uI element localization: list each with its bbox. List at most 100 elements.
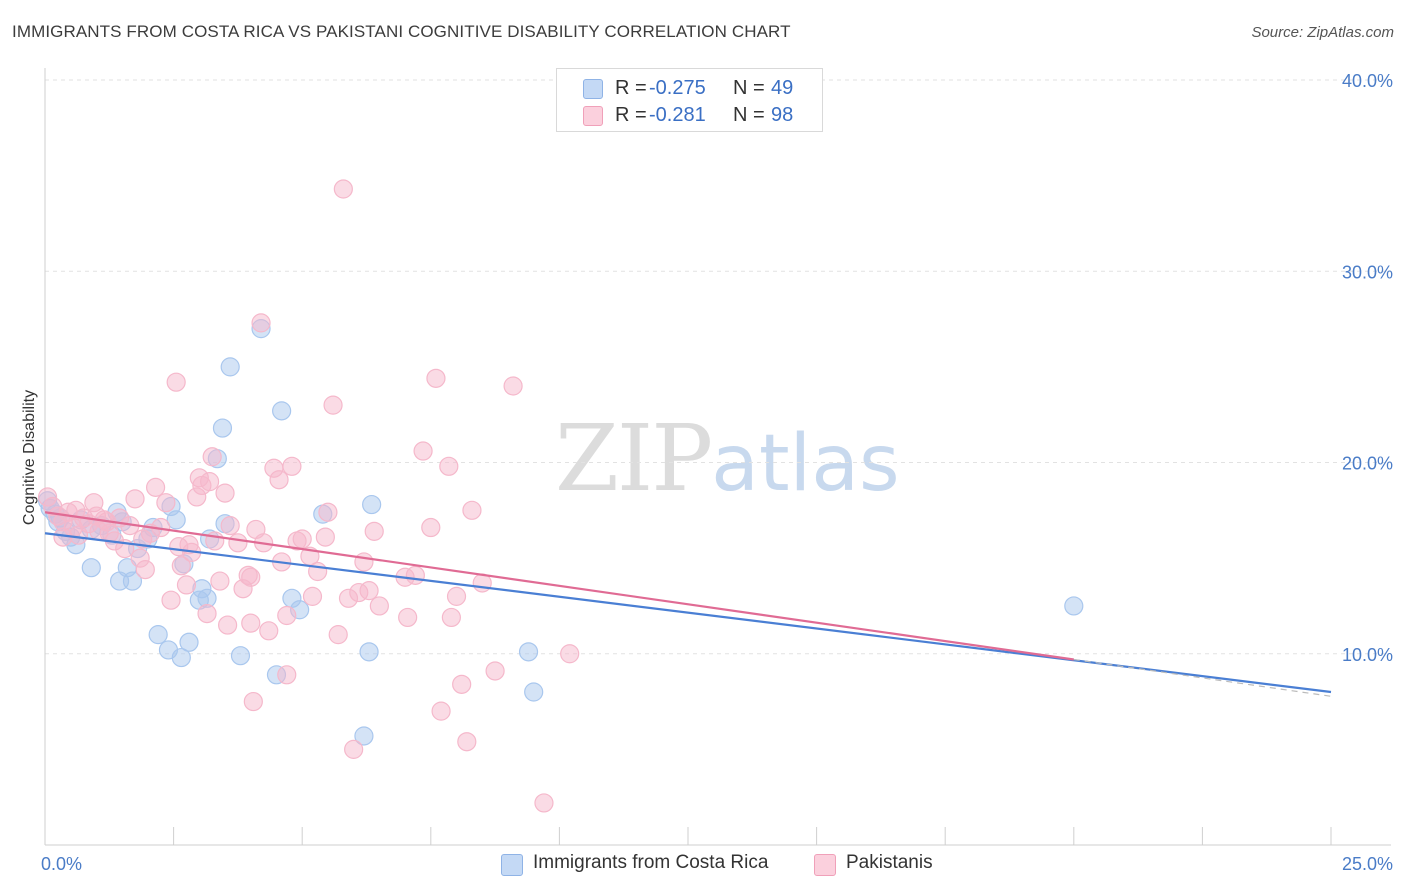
legend-n-value: 49 (771, 77, 794, 99)
point-pakistanis (220, 516, 240, 536)
data-points (37, 179, 1084, 813)
point-costa-rica (166, 510, 186, 530)
point-pakistanis (241, 567, 261, 587)
point-pakistanis (318, 502, 338, 522)
point-pakistanis (215, 483, 235, 503)
point-pakistanis (269, 470, 289, 490)
point-costa-rica (524, 682, 544, 702)
legend-r-value: -0.275 (649, 77, 706, 99)
point-pakistanis (441, 607, 461, 628)
point-pakistanis (292, 529, 312, 549)
point-pakistanis (302, 586, 323, 606)
point-pakistanis (125, 489, 145, 509)
point-pakistanis (323, 395, 343, 415)
trend-pakistanis (44, 511, 1074, 661)
point-costa-rica (230, 646, 251, 666)
point-pakistanis (431, 701, 451, 721)
point-costa-rica (171, 647, 191, 668)
point-pakistanis (485, 661, 505, 681)
y-tick-label: 10.0% (1342, 645, 1393, 665)
point-pakistanis (315, 527, 335, 547)
point-pakistanis (171, 556, 191, 576)
point-pakistanis (259, 621, 279, 641)
point-pakistanis (66, 500, 86, 520)
legend-n-label: N = (733, 77, 765, 99)
watermark: ZIPatlas (555, 405, 900, 512)
point-pakistanis (133, 529, 153, 549)
axis-labels: 10.0% 20.0% 30.0% 40.0% 0.0% 25.0% Cognitive D… (21, 71, 1393, 874)
point-pakistanis (243, 691, 263, 712)
point-costa-rica (179, 632, 199, 652)
point-costa-rica (212, 418, 233, 438)
point-costa-rica (1064, 596, 1084, 616)
point-pakistanis (426, 368, 446, 388)
point-pakistanis (135, 559, 155, 580)
series-label-pakistanis: Pakistanis (846, 852, 933, 873)
series-label-costa-rica: Immigrants from Costa Rica (533, 852, 769, 873)
point-pakistanis (145, 477, 166, 497)
trend-lines (44, 511, 1332, 697)
series-swatch-costa-rica (501, 854, 523, 876)
point-pakistanis (228, 533, 248, 553)
legend-n-label: N = (733, 104, 765, 126)
point-pakistanis (503, 376, 523, 396)
axes (44, 68, 1391, 846)
point-pakistanis (398, 607, 418, 628)
point-pakistanis (251, 313, 271, 333)
point-pakistanis (344, 739, 364, 759)
point-costa-rica (359, 642, 379, 662)
point-costa-rica (220, 357, 240, 377)
point-costa-rica (272, 401, 292, 421)
legend-r-value: -0.281 (649, 104, 706, 126)
point-costa-rica (354, 726, 374, 746)
point-pakistanis (200, 472, 220, 492)
point-costa-rica (362, 494, 382, 515)
point-pakistanis (202, 447, 222, 467)
legend-swatch-pakistanis (583, 106, 603, 126)
point-pakistanis (277, 605, 297, 626)
point-pakistanis (359, 581, 379, 601)
point-pakistanis (161, 590, 181, 610)
x-tick-label: 0.0% (41, 854, 82, 874)
point-costa-rica (148, 625, 168, 645)
series-legend: Immigrants from Costa Rica Pakistanis (0, 852, 1406, 878)
legend-row-costa-rica: R = -0.275 N = 49 (557, 75, 822, 103)
point-pakistanis (169, 537, 189, 557)
point-pakistanis (369, 596, 389, 616)
point-pakistanis (156, 493, 176, 513)
correlation-legend: R = -0.275 N = 49 R = -0.281 N = 98 (556, 68, 823, 132)
y-tick-label: 40.0% (1342, 71, 1393, 91)
point-pakistanis (176, 575, 197, 595)
trend-costa-rica (44, 532, 1332, 694)
x-tick-label: 25.0% (1342, 854, 1393, 874)
watermark-atlas: atlas (711, 419, 900, 509)
point-pakistanis (197, 603, 217, 624)
legend-r-label: R = (615, 104, 647, 126)
point-pakistanis (364, 521, 384, 541)
point-pakistanis (277, 665, 297, 685)
point-costa-rica (518, 642, 539, 662)
point-pakistanis (457, 732, 477, 752)
point-pakistanis (166, 372, 186, 392)
chart-title: IMMIGRANTS FROM COSTA RICA VS PAKISTANI … (12, 22, 791, 41)
legend-row-pakistanis: R = -0.281 N = 98 (557, 102, 822, 130)
legend-r-label: R = (615, 77, 647, 99)
legend-swatch-costa-rica (583, 79, 603, 99)
point-pakistanis (218, 615, 238, 635)
point-pakistanis (439, 456, 459, 476)
watermark-zip: ZIP (555, 405, 713, 512)
trend-extension-pakistanis (1073, 658, 1332, 697)
point-pakistanis (446, 586, 467, 606)
y-tick-label: 20.0% (1342, 454, 1393, 474)
source-label: Source: ZipAtlas.com (1251, 24, 1394, 41)
point-pakistanis (354, 552, 374, 572)
legend-n-value: 98 (771, 104, 794, 126)
point-pakistanis (210, 571, 230, 591)
series-swatch-pakistanis (814, 854, 836, 876)
point-pakistanis (452, 674, 472, 694)
y-tick-label: 30.0% (1342, 262, 1393, 282)
point-pakistanis (328, 625, 348, 645)
point-pakistanis (534, 793, 554, 813)
point-pakistanis (333, 179, 353, 199)
